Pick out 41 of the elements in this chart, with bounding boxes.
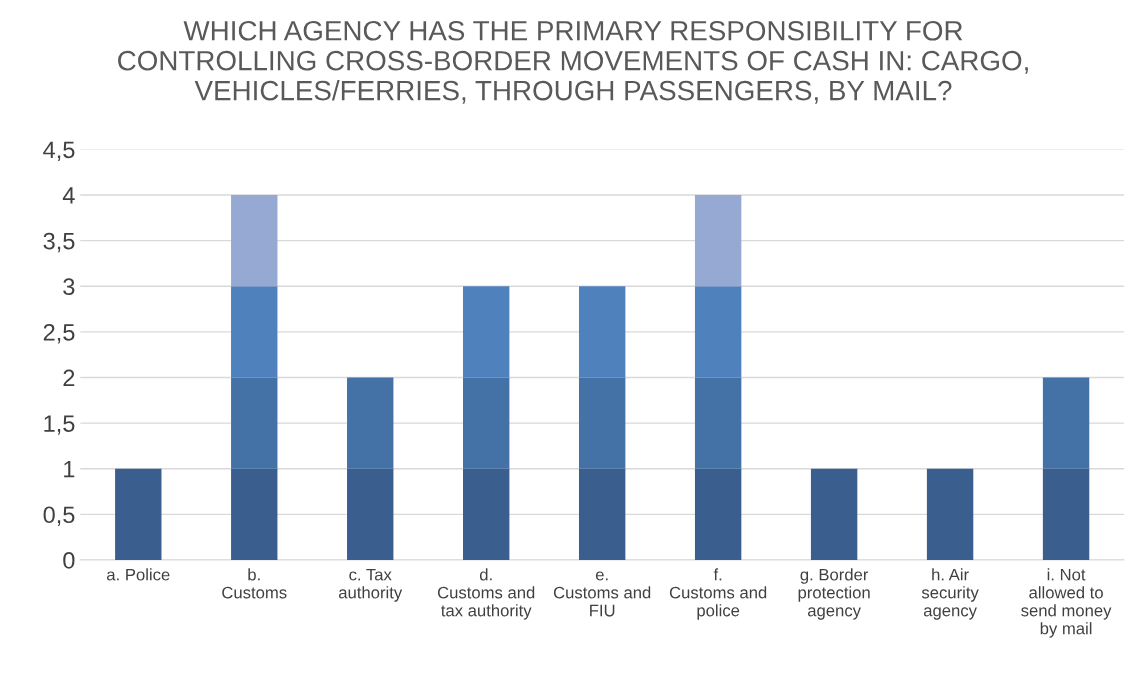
x-tick-label: b. Customs [222,568,287,599]
bar [810,468,858,560]
bar [115,468,162,560]
bar [463,377,510,469]
y-tick-label: 1 [64,461,75,478]
bar [231,377,278,469]
x-tick-label: i. Not allowed to send money by mail [1021,568,1112,638]
y-tick-label: 4 [62,187,75,204]
y-tick-label: 3,5 [43,232,75,253]
bar [694,286,742,378]
bar [347,468,394,560]
x-tick-label: e. Customs and FIU [553,571,651,617]
y-tick-label: 0 [63,552,75,569]
y-tick-label: 0,5 [43,506,75,526]
y-tick-label: 4,5 [43,141,75,161]
y-tick-label: 3 [63,278,75,296]
bar [926,468,974,560]
bar [694,195,742,287]
bar [231,286,278,378]
bar [231,195,278,287]
x-tick-label: c. Tax authority [338,568,403,602]
y-tick-label: 2 [63,369,75,387]
bar [1042,377,1090,469]
x-tick-label: h. Air security agency [921,568,979,620]
y-tick-label: 2,5 [43,323,75,344]
bar [1042,468,1090,560]
x-tick-label: a. Police [107,568,170,581]
bar [694,377,742,469]
y-tick-label: 1,5 [44,415,75,435]
bar [578,377,626,469]
bar [231,468,278,560]
x-tick-label: d. Customs and tax authority [437,568,535,620]
bar [463,468,510,560]
bar [463,286,510,378]
bar [347,377,394,469]
bar [578,286,626,378]
chart-title: WHICH AGENCY HAS THE PRIMARY RESPONSIBILITY FOR CONTROLLING CROSS-BORDER MOVEMENTS OF CASH IN: CARGO, VEHICLES/FERRIES, THROUGH PASSENGERS, BY MAIL? [118,20,1028,104]
bar [694,468,742,560]
x-tick-label: g. Border protection agency [798,568,870,620]
bar [578,468,626,560]
x-tick-label: f. Customs and police [669,568,767,620]
